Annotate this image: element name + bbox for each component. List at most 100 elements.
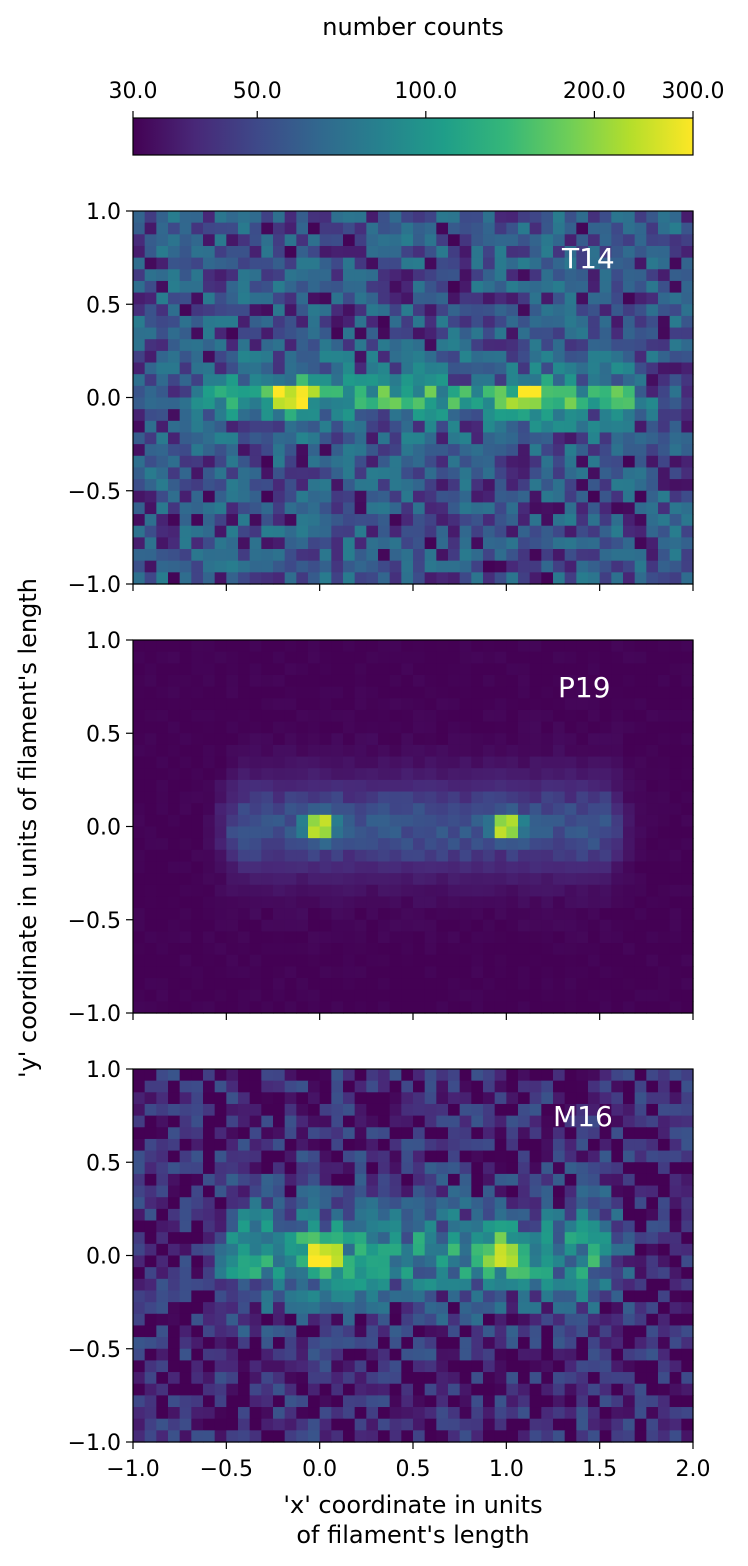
heatmap-cell xyxy=(249,1337,262,1350)
heatmap-cell xyxy=(436,663,449,676)
heatmap-cell xyxy=(261,1232,274,1245)
heatmap-cell xyxy=(401,222,414,235)
heatmap-cell xyxy=(319,756,332,769)
heatmap-cell xyxy=(436,1185,449,1198)
heatmap-cell xyxy=(308,1173,321,1187)
heatmap-cell xyxy=(133,455,146,469)
heatmap-cell xyxy=(611,420,624,434)
heatmap-cell xyxy=(249,838,262,851)
heatmap-cell xyxy=(273,1278,286,1292)
heatmap-cell xyxy=(249,409,262,422)
heatmap-cell xyxy=(436,1302,449,1315)
heatmap-cell xyxy=(483,663,496,676)
heatmap-cell xyxy=(646,908,659,921)
heatmap-cell xyxy=(576,257,589,270)
heatmap-cell xyxy=(553,1290,566,1303)
heatmap-cell xyxy=(378,479,391,492)
heatmap-cell xyxy=(238,339,251,352)
heatmap-cell xyxy=(413,803,426,816)
heatmap-cell xyxy=(214,779,227,793)
heatmap-cell xyxy=(506,1162,519,1175)
heatmap-cell xyxy=(529,1127,542,1140)
heatmap-cell xyxy=(553,861,566,874)
heatmap-cell xyxy=(634,826,647,839)
heatmap-cell xyxy=(378,304,391,317)
heatmap-cell xyxy=(588,420,601,434)
heatmap-cell xyxy=(658,537,671,550)
heatmap-cell xyxy=(541,651,554,664)
heatmap-cell xyxy=(261,1185,274,1198)
heatmap-cell xyxy=(378,954,391,967)
heatmap-cell xyxy=(354,327,367,340)
heatmap-cell xyxy=(179,1220,192,1233)
heatmap-cell xyxy=(658,896,671,909)
heatmap-cell xyxy=(284,1255,297,1268)
heatmap-cell xyxy=(553,849,566,863)
heatmap-cell xyxy=(273,1127,286,1140)
heatmap-cell xyxy=(226,420,239,434)
heatmap-cell xyxy=(471,908,484,921)
heatmap-cell xyxy=(179,304,192,317)
heatmap-cell xyxy=(378,1127,391,1140)
heatmap-cell xyxy=(261,549,274,562)
heatmap-cell xyxy=(553,803,566,816)
heatmap-cell xyxy=(308,1232,321,1245)
heatmap-cell xyxy=(214,1360,227,1373)
heatmap-cell xyxy=(308,490,321,504)
heatmap-cell xyxy=(238,733,251,746)
heatmap-cell xyxy=(506,525,519,538)
heatmap-cell xyxy=(564,756,577,769)
heatmap-cell xyxy=(576,514,589,527)
heatmap-cell xyxy=(203,744,216,758)
heatmap-cell xyxy=(436,280,449,294)
heatmap-cell xyxy=(378,1360,391,1373)
heatmap-cell xyxy=(483,1395,496,1408)
heatmap-cell xyxy=(541,409,554,422)
heatmap-cell xyxy=(564,1407,577,1420)
heatmap-cell xyxy=(413,1208,426,1222)
heatmap-cell xyxy=(483,640,496,653)
heatmap-cell xyxy=(343,826,356,839)
heatmap-cell xyxy=(203,651,216,664)
heatmap-cell xyxy=(448,1185,461,1198)
heatmap-cell xyxy=(413,514,426,527)
heatmap-cell xyxy=(436,989,449,1002)
heatmap-cell xyxy=(623,1001,636,1014)
heatmap-cell xyxy=(413,814,426,828)
heatmap-cell xyxy=(541,467,554,480)
heatmap-cell xyxy=(156,1278,169,1292)
heatmap-cell xyxy=(249,1418,262,1431)
heatmap-cell xyxy=(238,1302,251,1315)
heatmap-cell xyxy=(529,1313,542,1327)
heatmap-cell xyxy=(588,651,601,664)
heatmap-cell xyxy=(203,1383,216,1396)
heatmap-cell xyxy=(424,502,437,515)
heatmap-cell xyxy=(424,211,437,224)
heatmap-cell xyxy=(658,245,671,259)
heatmap-cell xyxy=(354,304,367,317)
heatmap-cell xyxy=(401,1080,414,1093)
heatmap-cell xyxy=(214,1313,227,1327)
heatmap-cell xyxy=(413,779,426,793)
heatmap-cell xyxy=(483,1162,496,1175)
colorbar-tick-label: 100.0 xyxy=(394,79,457,104)
heatmap-cell xyxy=(588,1080,601,1093)
heatmap-cell xyxy=(681,327,694,340)
heatmap-cell xyxy=(389,791,402,804)
heatmap-cell xyxy=(658,1278,671,1292)
heatmap-cell xyxy=(623,432,636,445)
heatmap-cell xyxy=(541,257,554,270)
heatmap-cell xyxy=(681,1220,694,1233)
heatmap-cell xyxy=(319,362,332,375)
heatmap-cell xyxy=(634,908,647,921)
heatmap-cell xyxy=(261,1197,274,1210)
heatmap-cell xyxy=(588,432,601,445)
heatmap-cell xyxy=(541,989,554,1002)
heatmap-cell xyxy=(634,1267,647,1280)
heatmap-cell xyxy=(658,709,671,723)
heatmap-cell xyxy=(541,954,554,967)
heatmap-cell xyxy=(529,1232,542,1245)
heatmap-cell xyxy=(646,572,659,585)
heatmap-cell xyxy=(354,1232,367,1245)
heatmap-cell xyxy=(308,1069,321,1082)
